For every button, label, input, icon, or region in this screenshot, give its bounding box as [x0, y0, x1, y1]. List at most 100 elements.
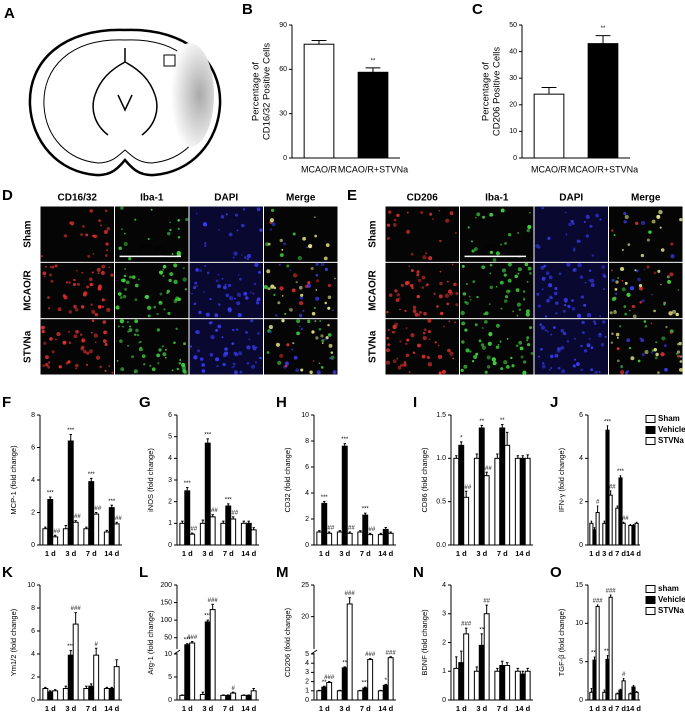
cell-dot [583, 303, 587, 307]
bar [483, 475, 490, 546]
cell-dot [399, 340, 402, 343]
cell-dot [496, 323, 500, 328]
cell-dot [465, 348, 470, 353]
cell-dot [221, 336, 224, 339]
cell-dot [204, 242, 207, 245]
cell-dot [386, 236, 390, 240]
y-tick-label: 1 [442, 668, 446, 675]
cell-dot [134, 283, 139, 288]
cell-dot [220, 214, 225, 219]
cell-dot [575, 362, 580, 366]
cell-dot [447, 348, 451, 353]
cell-dot [422, 331, 426, 335]
cell-dot [251, 364, 255, 369]
cell-dot [395, 298, 400, 302]
cell-dot [49, 273, 52, 277]
cell-dot [670, 331, 673, 334]
y-tick-label: 0.0 [436, 542, 446, 549]
panel-label: C [472, 1, 483, 18]
y-tick-label: 2 [31, 674, 35, 681]
cell-dot [279, 253, 284, 257]
bar [245, 522, 252, 546]
cell-dot [47, 361, 51, 364]
bar [504, 444, 511, 546]
cell-dot [653, 271, 657, 275]
cell-dot [410, 283, 414, 288]
cell-dot [314, 320, 317, 323]
cell-dot [124, 232, 126, 235]
cell-dot [576, 239, 580, 243]
cell-dot [327, 323, 330, 327]
cell-dot [234, 353, 239, 357]
significance-label: ### [365, 527, 376, 533]
cell-dot [583, 349, 588, 353]
bar [52, 536, 59, 546]
cell-dot [330, 351, 334, 354]
bar [499, 427, 506, 546]
cell-dot [643, 320, 647, 323]
significance-label: ** [601, 26, 606, 32]
cell-dot [106, 249, 109, 252]
cell-dot [526, 339, 529, 342]
x-tick-label: MCAO/R [531, 164, 568, 174]
cell-dot [194, 281, 198, 285]
cell-dot [281, 248, 284, 251]
cell-dot [560, 328, 565, 333]
bar [316, 690, 323, 701]
panel-label: G [139, 394, 151, 411]
cell-dot [484, 370, 488, 374]
cell-dot [269, 218, 275, 223]
cell-dot [127, 330, 130, 333]
panel-label: J [550, 394, 558, 411]
cell-dot [279, 353, 284, 358]
y-axis-label: CD86 (fold change) [420, 447, 429, 513]
cell-dot [182, 267, 185, 270]
panel-label: H [276, 394, 287, 411]
cell-dot [574, 358, 577, 361]
y-tick-label: 50 [509, 22, 517, 29]
cell-dot [256, 207, 261, 212]
bar [608, 596, 613, 701]
cell-dot [624, 312, 628, 316]
cell-dot [68, 330, 70, 333]
y-tick-label: 2 [305, 516, 309, 523]
micrograph [534, 262, 608, 319]
cell-dot [386, 348, 390, 353]
cell-dot [394, 289, 398, 293]
cell-dot [158, 348, 162, 352]
cell-dot [579, 275, 584, 279]
cell-dot [514, 274, 519, 279]
cell-dot [487, 341, 492, 346]
column-label: Merge [286, 193, 316, 204]
cell-dot [549, 354, 554, 359]
significance-label: * [385, 678, 388, 684]
significance-label: ** [371, 58, 376, 64]
cell-dot [416, 273, 420, 277]
cell-dot [437, 344, 440, 347]
bar [47, 499, 54, 546]
cell-dot [499, 280, 504, 285]
cell-dot [656, 214, 661, 219]
cell-dot [101, 264, 106, 269]
x-tick-label: 3 d [202, 704, 213, 713]
cell-dot [195, 268, 198, 271]
cell-dot [670, 242, 674, 246]
x-tick-label: 7 d [360, 704, 371, 713]
significance-label: *** [617, 469, 625, 475]
bar [67, 654, 74, 701]
cell-dot [267, 242, 271, 246]
cell-dot [385, 360, 391, 365]
cell-dot [236, 292, 242, 297]
cell-dot [134, 319, 139, 324]
significance-label: *** [108, 499, 116, 505]
significance-label: ** [479, 627, 484, 633]
y-tick-label: 3 [305, 669, 309, 676]
x-tick-label: 3 d [602, 549, 613, 558]
cell-dot [256, 297, 261, 302]
bar [88, 685, 95, 701]
cell-dot [615, 332, 620, 337]
bar [377, 690, 384, 701]
x-tick-label: 14 d [626, 549, 641, 558]
cell-dot [205, 312, 210, 317]
